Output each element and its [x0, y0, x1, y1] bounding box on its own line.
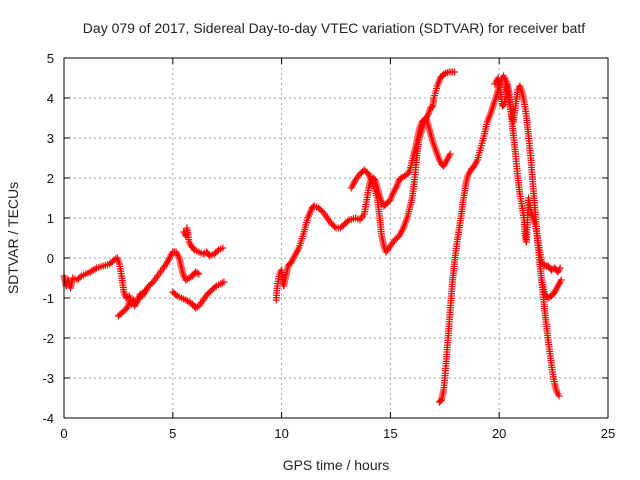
data-point [193, 269, 201, 277]
y-axis-label: SDTVAR / TECUs [5, 182, 21, 294]
data-point [436, 397, 444, 405]
x-tick-label: 5 [169, 426, 176, 441]
y-tick-label: 0 [47, 251, 54, 266]
y-tick-label: -4 [42, 411, 54, 426]
chart-title: Day 079 of 2017, Sidereal Day-to-day VTE… [83, 20, 586, 36]
x-tick-label: 10 [274, 426, 288, 441]
x-axis-label: GPS time / hours [283, 457, 390, 473]
y-tick-label: 3 [47, 131, 54, 146]
y-tick-label: -1 [42, 291, 54, 306]
data-point [557, 276, 565, 284]
grid [64, 58, 608, 418]
data-point [446, 150, 454, 158]
x-tick-label: 0 [60, 426, 67, 441]
x-tick-label: 15 [383, 426, 397, 441]
data-point [76, 273, 84, 281]
x-tick-label: 20 [492, 426, 506, 441]
data-point [137, 293, 145, 301]
data-point [213, 247, 221, 255]
plot-frame [63, 57, 609, 419]
data-point [211, 283, 219, 291]
axes: 0 5 10 15 20 25 -4 -3 -2 -1 0 1 2 3 4 5 [42, 51, 615, 441]
data-point [556, 264, 564, 272]
data-marks [60, 68, 565, 406]
y-tick-label: 1 [47, 211, 54, 226]
y-tick-label: 2 [47, 171, 54, 186]
data-point [428, 103, 436, 111]
data-point [143, 286, 151, 294]
data-point [172, 291, 180, 299]
y-tick-label: 5 [47, 51, 54, 66]
data-point [451, 68, 459, 76]
data-point [218, 279, 226, 287]
data-point [555, 392, 563, 400]
data-point [344, 217, 352, 225]
data-point [193, 303, 201, 311]
data-point [219, 244, 227, 252]
data-point [195, 270, 203, 278]
data-point [220, 278, 228, 286]
y-tick-label: 4 [47, 91, 54, 106]
data-point [500, 101, 508, 109]
y-tick-label: -2 [42, 331, 54, 346]
data-point [331, 223, 339, 231]
x-tick-label: 25 [601, 426, 615, 441]
y-tick-label: -3 [42, 371, 54, 386]
data-point [91, 265, 99, 273]
